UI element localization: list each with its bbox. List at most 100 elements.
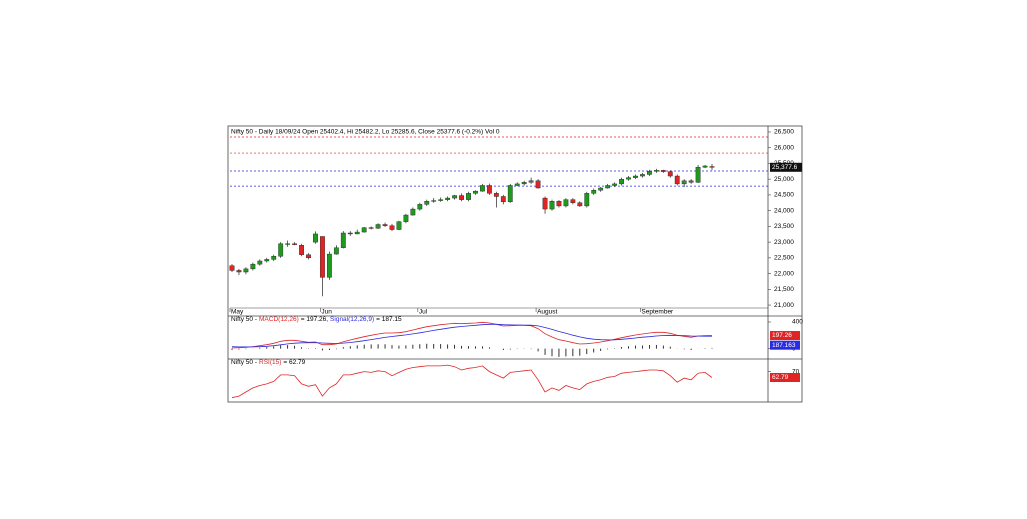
candle-body <box>709 166 715 168</box>
candle-body <box>473 190 478 194</box>
value-box <box>770 331 800 341</box>
value-box-label: 187.163 <box>772 342 796 349</box>
candle-body <box>250 263 256 270</box>
y-tick-label: 26,000 <box>774 144 794 151</box>
candle-body <box>236 270 242 273</box>
candle-body <box>612 183 618 186</box>
candle-body <box>556 201 562 207</box>
candle-body <box>313 233 318 243</box>
candle-body <box>368 227 374 229</box>
candle-body <box>389 225 395 230</box>
candle-body <box>257 260 263 265</box>
candle-body <box>570 199 576 203</box>
candle-body <box>431 200 437 202</box>
candle-body <box>535 180 541 189</box>
x-tick-label: Jun <box>321 309 332 316</box>
last-price-box <box>770 162 802 172</box>
candle-body <box>354 231 360 235</box>
last-price-label: 25,377.6 <box>772 164 798 171</box>
candle-body <box>563 199 569 207</box>
candle-body <box>306 254 311 259</box>
value-box <box>770 340 800 350</box>
candle-body <box>577 202 583 207</box>
chart-frame <box>227 125 803 403</box>
candle-body <box>486 185 492 194</box>
candle-body <box>640 174 645 177</box>
candle-body <box>591 189 597 194</box>
candle-body <box>299 245 304 255</box>
candle-body <box>521 182 527 185</box>
legend: Nifty 50 - MACD(12,26) = 197.26, Signal(12,… <box>231 316 402 323</box>
candle-body <box>702 165 708 168</box>
candle-body <box>695 167 701 183</box>
legend-name: RSI(15) <box>259 359 281 366</box>
legend-value: = 62.79 <box>283 359 305 366</box>
candle-body <box>605 185 611 189</box>
candle-body <box>674 175 680 185</box>
candle-body <box>375 224 381 229</box>
candle-body <box>493 193 499 197</box>
candle-body <box>403 214 409 222</box>
y-tick-label: 23,500 <box>774 223 794 230</box>
legend-name: Signal(12,26,9) <box>330 316 374 323</box>
candle-body <box>271 256 277 260</box>
candle-body <box>633 175 638 178</box>
x-tick-label: May <box>231 309 244 316</box>
candle-body <box>452 195 458 199</box>
candle-body <box>361 227 367 233</box>
indicator-line <box>231 364 713 399</box>
candle-body <box>396 221 402 230</box>
legend-value: = 187.15 <box>376 316 402 323</box>
y-tick-label: 400 <box>792 319 803 326</box>
candle-body <box>626 177 631 180</box>
x-tick-label: August <box>537 309 557 316</box>
indicator-line <box>231 321 713 349</box>
candle-body <box>326 253 332 278</box>
candle-body <box>445 197 451 200</box>
x-tick-label: September <box>641 309 674 316</box>
candle-body <box>667 171 673 177</box>
candle-body <box>424 201 430 205</box>
indicator-line <box>231 323 712 348</box>
y-tick-label: 70 <box>792 368 800 375</box>
candle-body <box>229 265 235 271</box>
candle-body <box>507 185 513 203</box>
candle-body <box>514 183 520 186</box>
value-box <box>770 372 800 382</box>
candle-body <box>584 193 590 207</box>
candle-body <box>340 232 346 248</box>
y-tick-label: 23,000 <box>774 239 794 246</box>
candle-body <box>292 243 298 245</box>
candle-body <box>417 204 423 210</box>
candle-body <box>438 199 444 201</box>
legend-title: Nifty 50 - <box>231 359 257 366</box>
y-tick-label: 25,000 <box>774 176 794 183</box>
candle-body <box>619 178 624 185</box>
candle-body <box>681 180 687 185</box>
candle-body <box>333 247 339 255</box>
candle-body <box>549 201 555 210</box>
candle-body <box>646 171 652 175</box>
y-tick-label: 21,000 <box>774 302 794 309</box>
candle-body <box>500 196 506 203</box>
candle-body <box>528 180 534 183</box>
candle-body <box>243 268 249 273</box>
y-tick-label: 22,500 <box>774 255 794 262</box>
candle-body <box>480 185 485 192</box>
candle-body <box>459 195 464 200</box>
candle-body <box>660 170 666 172</box>
legend-title: Nifty 50 - <box>231 316 257 323</box>
y-tick-label: 22,000 <box>774 270 794 277</box>
legend-value: = 197.26, <box>301 316 328 323</box>
candle-body <box>278 243 284 257</box>
y-tick-label: 21,500 <box>774 286 794 293</box>
y-tick-label: 26,500 <box>774 129 794 136</box>
y-tick-label: 24,000 <box>774 207 794 214</box>
chart-title: Nifty 50 - Daily 18/09/24 Open 25402.4, … <box>231 129 500 136</box>
candle-body <box>320 236 325 278</box>
candle-body <box>653 170 659 172</box>
candle-body <box>410 208 416 216</box>
candle-body <box>285 243 291 245</box>
value-box-label: 62.79 <box>772 374 789 381</box>
